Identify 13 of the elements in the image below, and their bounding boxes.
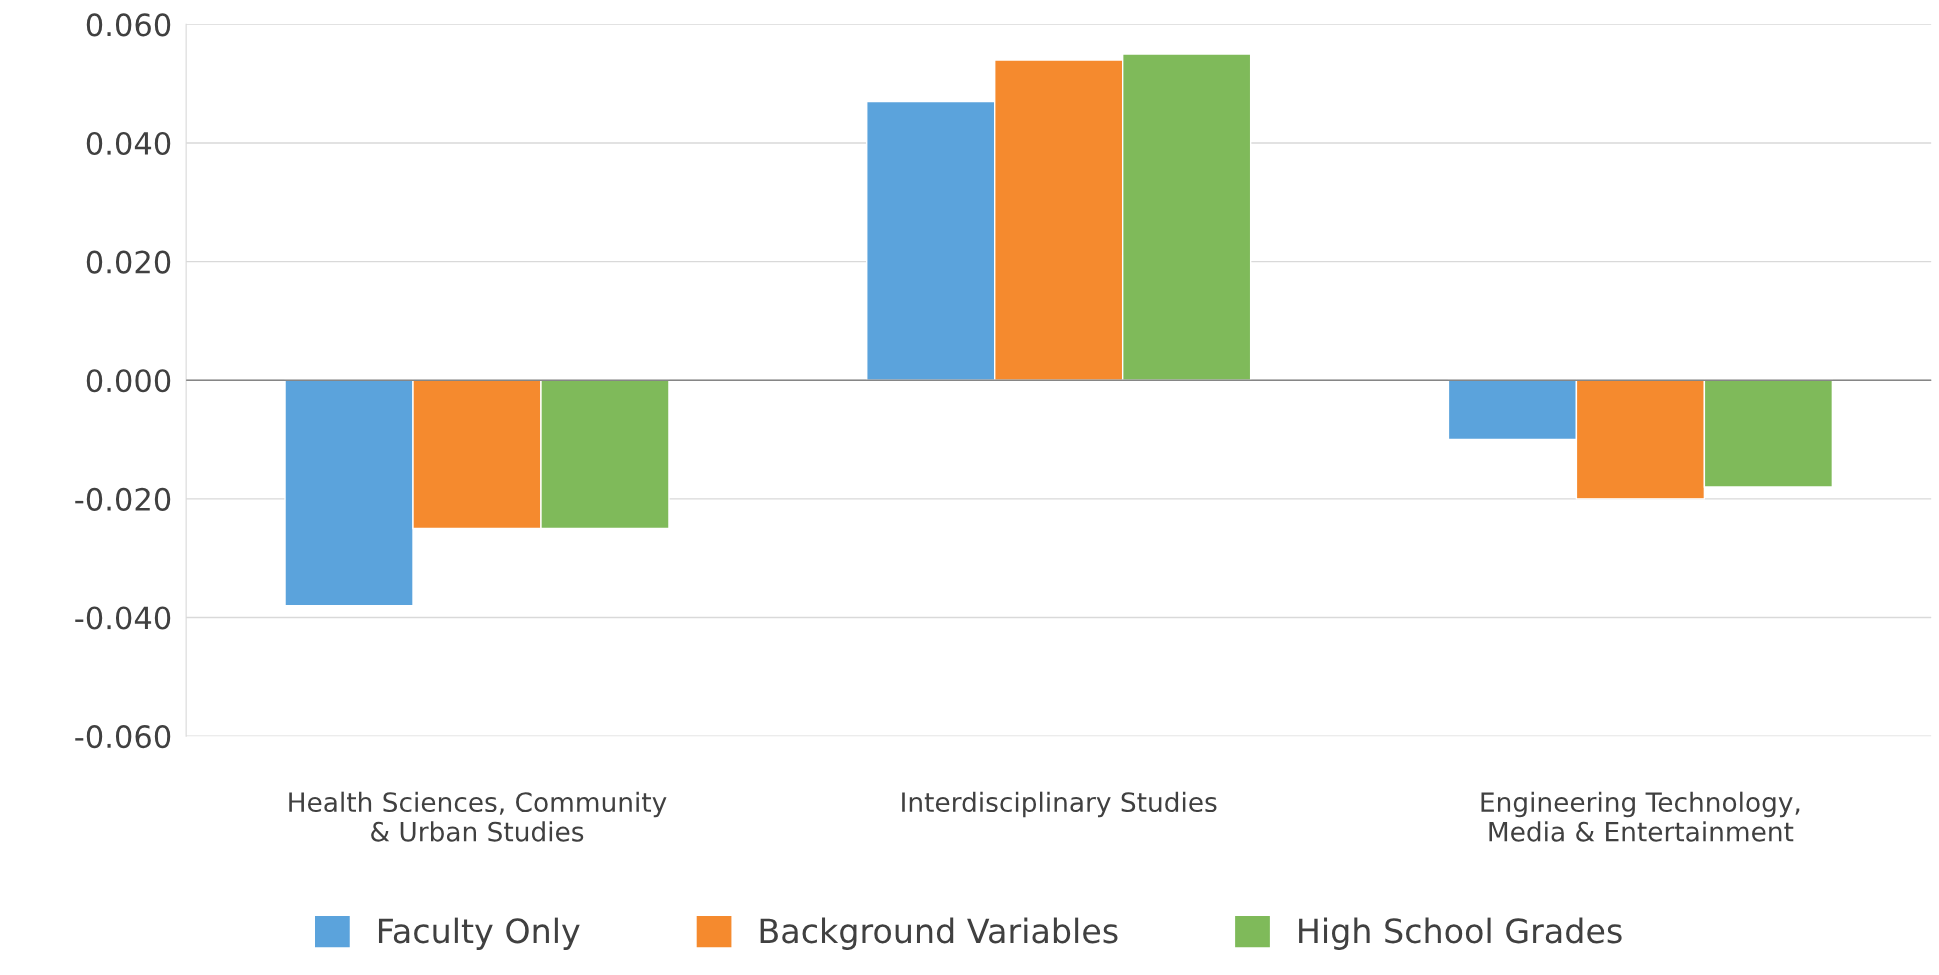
legend-label: Faculty Only bbox=[378, 917, 580, 950]
y-tick-label: 0.020 bbox=[86, 250, 171, 274]
x-tick-label: Health Sciences, Community & Urban Studies bbox=[289, 791, 667, 842]
y-tick-label: -0.020 bbox=[75, 487, 171, 511]
y-tick-label: -0.040 bbox=[75, 606, 171, 630]
y-tick-label: -0.060 bbox=[75, 725, 171, 749]
y-tick-label: 0.040 bbox=[86, 131, 171, 156]
legend-label: Background Variables bbox=[760, 917, 1118, 950]
y-tick-label: 0.060 bbox=[86, 13, 171, 37]
x-tick-label: Interdisciplinary Studies bbox=[902, 791, 1217, 818]
y-tick-label: 0.000 bbox=[86, 369, 171, 393]
x-tick-label: Engineering Technology, Media & Entertainment bbox=[1481, 791, 1800, 842]
legend-label: High School Grades bbox=[1299, 917, 1622, 950]
